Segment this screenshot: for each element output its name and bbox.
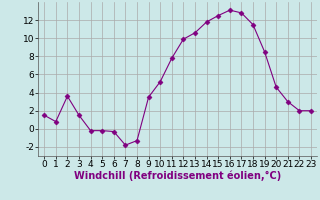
X-axis label: Windchill (Refroidissement éolien,°C): Windchill (Refroidissement éolien,°C): [74, 171, 281, 181]
